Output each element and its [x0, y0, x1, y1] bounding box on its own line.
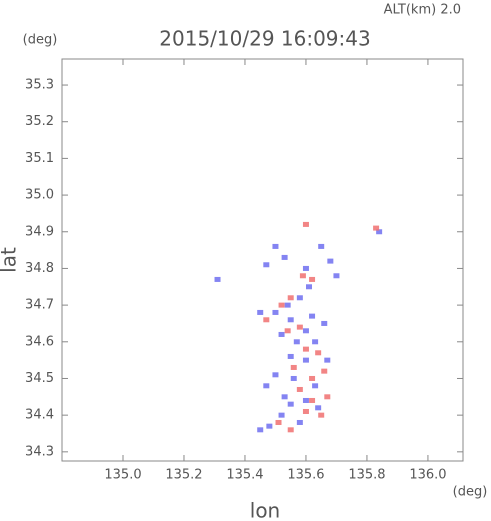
data-point — [318, 243, 325, 249]
data-point — [309, 313, 316, 319]
data-point — [290, 375, 297, 381]
chart-subtitle: ALT(km) 2.0 — [384, 3, 461, 18]
y-tick-label: 35.2 — [25, 114, 54, 129]
data-point — [302, 408, 309, 414]
data-point — [287, 317, 294, 323]
x-tick-label: 135.0 — [104, 468, 141, 483]
y-tick-label: 34.5 — [25, 371, 54, 386]
data-point — [296, 295, 303, 301]
x-tick-label: 135.6 — [287, 468, 324, 483]
data-point — [296, 386, 303, 392]
data-point — [257, 427, 264, 433]
y-tick-label: 35.3 — [25, 78, 54, 93]
x-tick-label: 135.4 — [226, 468, 263, 483]
data-point — [302, 397, 309, 403]
data-point — [275, 419, 282, 425]
data-point — [257, 309, 264, 315]
data-point — [306, 284, 313, 290]
y-tick-label: 35.0 — [25, 188, 54, 203]
data-point — [287, 353, 294, 359]
data-point — [309, 276, 316, 282]
data-point — [263, 317, 270, 323]
y-tick-label: 34.8 — [25, 261, 54, 276]
data-point — [302, 221, 309, 227]
data-point — [315, 405, 322, 411]
data-point — [272, 372, 279, 378]
data-point — [296, 419, 303, 425]
data-point — [263, 383, 270, 389]
data-point — [302, 357, 309, 363]
data-point — [284, 328, 291, 334]
data-point — [287, 401, 294, 407]
data-point — [302, 328, 309, 334]
data-point — [287, 427, 294, 433]
data-point — [312, 339, 319, 345]
data-point — [296, 324, 303, 330]
data-point — [293, 339, 300, 345]
data-point — [373, 225, 380, 231]
data-point — [278, 412, 285, 418]
x-tick-label: 136.0 — [409, 468, 446, 483]
y-tick-label: 34.4 — [25, 408, 54, 423]
data-point — [266, 423, 273, 429]
data-point — [290, 364, 297, 370]
data-point — [278, 302, 285, 308]
data-point — [333, 273, 340, 279]
plot-frame — [61, 58, 464, 462]
data-point — [321, 320, 328, 326]
data-point — [324, 357, 331, 363]
y-unit: (deg) — [23, 33, 58, 48]
chart-title: 2015/10/29 16:09:43 — [159, 27, 370, 51]
data-point — [287, 295, 294, 301]
data-point — [272, 309, 279, 315]
y-tick-label: 34.9 — [25, 224, 54, 239]
data-point — [302, 346, 309, 352]
y-tick-label: 34.6 — [25, 334, 54, 349]
x-axis-label: lon — [250, 499, 280, 521]
data-point — [278, 331, 285, 337]
y-tick-label: 34.3 — [25, 444, 54, 459]
data-point — [299, 273, 306, 279]
data-point — [281, 254, 288, 260]
y-tick-label: 34.7 — [25, 298, 54, 313]
data-point — [309, 397, 316, 403]
y-tick-label: 35.1 — [25, 151, 54, 166]
data-point — [284, 302, 291, 308]
data-point — [315, 350, 322, 356]
data-point — [281, 394, 288, 400]
x-tick-label: 135.2 — [165, 468, 202, 483]
data-point — [263, 262, 270, 268]
data-point — [324, 394, 331, 400]
x-tick-label: 135.8 — [348, 468, 385, 483]
data-point — [272, 243, 279, 249]
data-point — [312, 383, 319, 389]
x-unit: (deg) — [453, 485, 488, 500]
data-point — [376, 229, 383, 235]
data-point — [309, 375, 316, 381]
data-point — [302, 265, 309, 271]
data-point — [318, 412, 325, 418]
data-point — [327, 258, 334, 264]
data-point — [321, 368, 328, 374]
data-point — [214, 276, 221, 282]
y-axis-label: lat — [0, 247, 21, 273]
